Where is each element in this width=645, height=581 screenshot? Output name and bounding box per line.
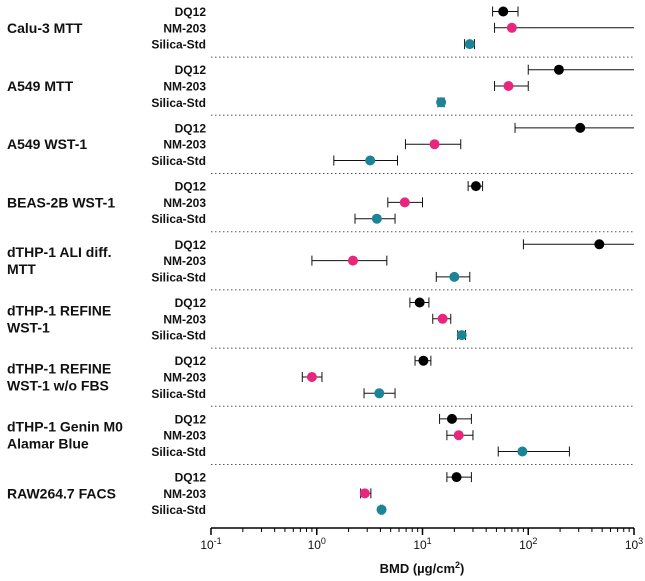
group-separators — [211, 56, 634, 465]
x-tick-label: 102 — [519, 536, 537, 552]
data-point — [414, 297, 425, 308]
data-point — [506, 22, 517, 33]
row-label: NM-203 — [163, 254, 206, 268]
data-point — [437, 313, 448, 324]
data-point — [376, 504, 387, 515]
x-axis: 10-1 100 101 102 103 — [200, 527, 643, 552]
row-label: NM-203 — [163, 196, 206, 210]
x-tick-label: 103 — [625, 536, 643, 552]
data-point — [594, 239, 605, 250]
row-label: NM-203 — [163, 80, 206, 94]
data-point — [374, 388, 385, 399]
x-tick-label: 100 — [308, 536, 326, 552]
row-label: DQ12 — [175, 63, 207, 77]
data-point — [359, 488, 370, 499]
data-point — [399, 197, 410, 208]
row-label: DQ12 — [175, 296, 207, 310]
data-point — [371, 213, 382, 224]
row-label: NM-203 — [163, 487, 206, 501]
group-label: A549 MTT — [7, 78, 74, 94]
data-point — [429, 139, 440, 150]
group-label: WST-1 w/o FBS — [7, 378, 109, 394]
row-labels: DQ12 NM-203 Silica-Std DQ12 NM-203 Silica-Std… — [151, 5, 206, 517]
row-label: DQ12 — [175, 238, 207, 252]
row-label: Silica-Std — [151, 96, 206, 110]
row-label: Silica-Std — [151, 38, 206, 52]
group-labels: Calu-3 MTT A549 MTT A549 WST-1 BEAS-2B WST-… — [7, 20, 123, 502]
group-label: Calu-3 MTT — [7, 20, 83, 36]
group-label: dTHP-1 REFINE — [7, 302, 111, 318]
row-label: NM-203 — [163, 429, 206, 443]
data-point — [470, 181, 481, 192]
row-label: DQ12 — [175, 180, 207, 194]
group-label: A549 WST-1 — [7, 136, 87, 152]
data-point — [575, 122, 586, 133]
data-point — [446, 413, 457, 424]
data-point — [503, 81, 514, 91]
row-label: Silica-Std — [151, 329, 206, 343]
group-label: RAW264.7 FACS — [7, 485, 116, 501]
row-label: NM-203 — [163, 21, 206, 35]
group-label: MTT — [7, 261, 36, 277]
data-point — [306, 372, 317, 382]
row-label: Silica-Std — [151, 154, 206, 168]
group-label: dTHP-1 ALI diff. — [7, 244, 111, 260]
data-point — [436, 97, 447, 108]
x-tick-label: 10-1 — [200, 536, 221, 552]
row-label: NM-203 — [163, 312, 206, 326]
data-point — [418, 355, 429, 366]
row-label: Silica-Std — [151, 212, 206, 226]
data-point — [456, 330, 467, 341]
data-marks — [301, 6, 634, 515]
data-point — [365, 155, 376, 166]
row-label: Silica-Std — [151, 270, 206, 284]
data-point — [553, 64, 564, 75]
row-label: Silica-Std — [151, 445, 206, 459]
row-label: NM-203 — [163, 138, 206, 152]
data-point — [517, 446, 528, 457]
row-label: Silica-Std — [151, 387, 206, 401]
row-label: DQ12 — [175, 412, 207, 426]
row-label: DQ12 — [175, 471, 207, 485]
data-point — [464, 39, 475, 50]
group-label: Alamar Blue — [7, 436, 89, 452]
x-axis-title: BMD (µg/cm2) — [380, 560, 465, 576]
group-label: dTHP-1 REFINE — [7, 361, 111, 377]
row-label: DQ12 — [175, 354, 207, 368]
group-label: BEAS-2B WST-1 — [7, 194, 115, 210]
data-point — [453, 430, 464, 441]
data-point — [451, 472, 462, 483]
data-point — [449, 271, 460, 282]
data-point — [347, 255, 358, 266]
data-point — [498, 6, 509, 17]
group-label: WST-1 — [7, 319, 50, 335]
row-label: NM-203 — [163, 371, 206, 385]
row-label: DQ12 — [175, 121, 207, 135]
x-tick-label: 101 — [413, 536, 431, 552]
group-label: dTHP-1 Genin M0 — [7, 419, 123, 435]
row-label: DQ12 — [175, 5, 207, 19]
row-label: Silica-Std — [151, 503, 206, 517]
